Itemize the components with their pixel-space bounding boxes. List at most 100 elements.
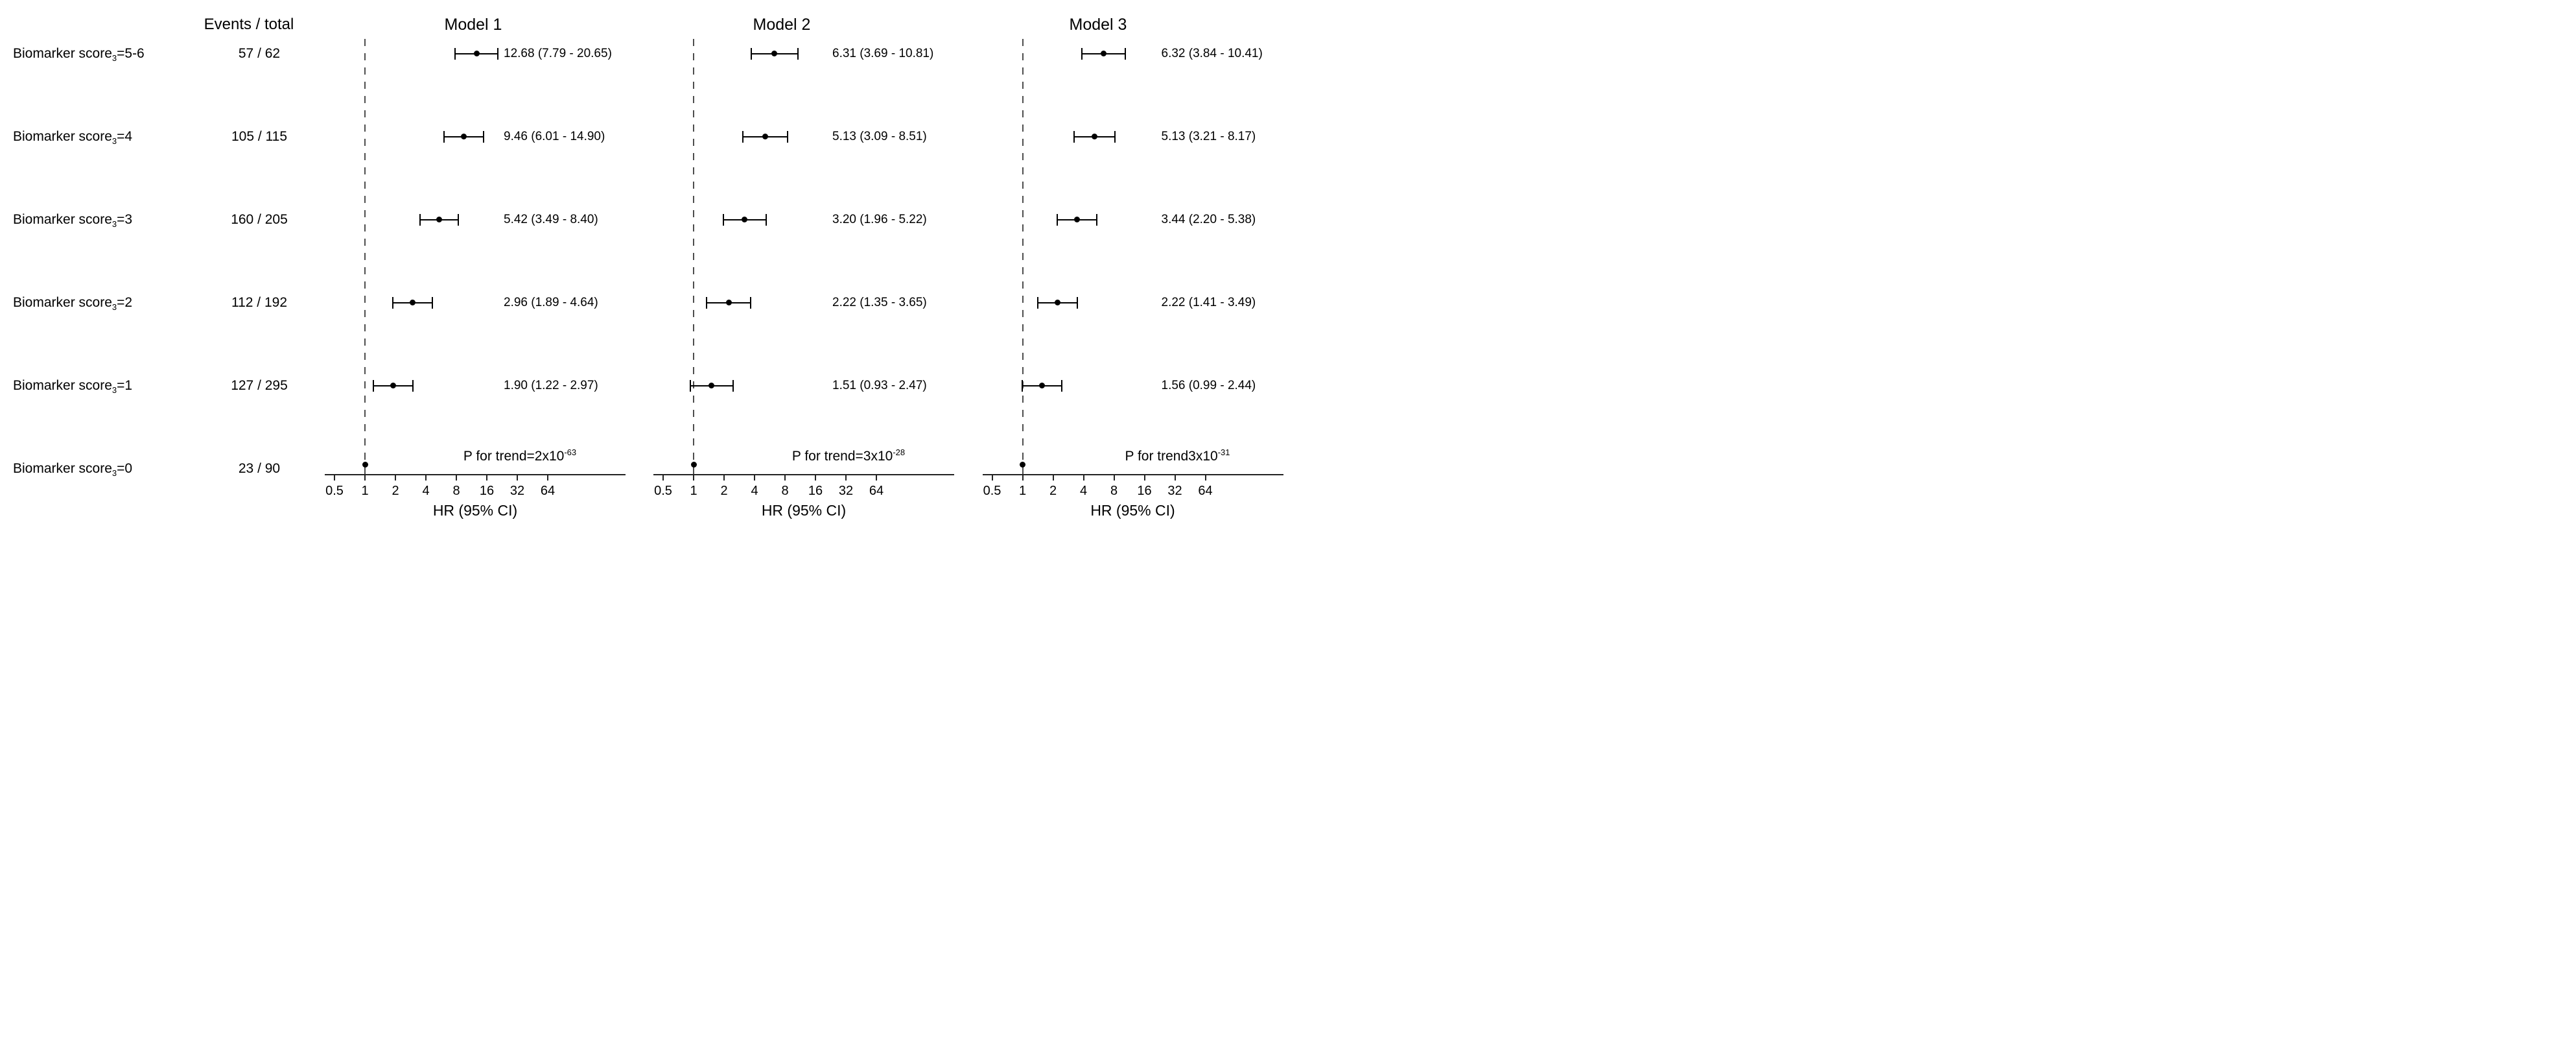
x-axis-tick-label: 32 xyxy=(509,484,525,498)
row-label-base: Biomarker score xyxy=(13,211,112,227)
x-axis-tick xyxy=(1143,475,1145,481)
p-for-trend-text: P for trend=2x10-63 xyxy=(463,447,576,466)
ci-upper-whisker-cap xyxy=(432,296,434,309)
row-label-level: =3 xyxy=(117,211,133,227)
x-axis-tick xyxy=(754,475,755,481)
ci-lower-whisker-cap xyxy=(1036,296,1038,309)
hr-ci-value-text: 6.31 (3.69 - 10.81) xyxy=(832,46,934,60)
ci-lower-whisker-cap xyxy=(706,296,708,309)
x-axis-tick-label: 1 xyxy=(361,484,369,498)
row-label-subscript: 3 xyxy=(111,219,117,229)
model-header: Model 2 xyxy=(753,16,811,34)
hr-ci-value-text: 3.20 (1.96 - 5.22) xyxy=(832,212,927,226)
x-axis-tick xyxy=(364,475,366,481)
reference-point xyxy=(1020,461,1025,468)
ci-upper-whisker-cap xyxy=(1114,130,1116,143)
reference-dashed-line xyxy=(1022,39,1024,474)
x-axis-tick xyxy=(425,475,427,481)
ci-upper-whisker-cap xyxy=(483,130,485,143)
x-axis-tick-label: 0.5 xyxy=(654,484,672,498)
x-axis-tick-label: 64 xyxy=(540,484,556,498)
x-axis-tick xyxy=(784,475,786,481)
reference-point xyxy=(362,461,368,468)
ci-lower-whisker-cap xyxy=(373,379,375,392)
x-axis-tick xyxy=(486,475,487,481)
ci-lower-whisker-cap xyxy=(742,130,744,143)
x-axis-tick-label: 4 xyxy=(422,484,430,498)
events-total-column-header: Events / total xyxy=(204,16,294,33)
row-label: Biomarker score3=2 xyxy=(13,294,132,313)
point-estimate-marker xyxy=(1073,217,1080,222)
row-label: Biomarker score3=3 xyxy=(13,211,132,230)
row-label-base: Biomarker score xyxy=(13,460,112,476)
x-axis-tick-label: 2 xyxy=(720,484,728,498)
ci-upper-whisker-cap xyxy=(766,213,767,226)
row-label-level: =1 xyxy=(117,377,133,393)
ci-lower-whisker-cap xyxy=(1056,213,1058,226)
x-axis-tick-label: 32 xyxy=(1167,484,1182,498)
row-label-subscript: 3 xyxy=(111,136,117,146)
x-axis-tick xyxy=(876,475,877,481)
ci-upper-whisker-cap xyxy=(1077,296,1079,309)
ci-lower-whisker-cap xyxy=(1073,130,1075,143)
point-estimate-marker xyxy=(762,134,769,139)
point-estimate-marker xyxy=(708,383,715,388)
hr-ci-value-text: 2.22 (1.35 - 3.65) xyxy=(832,295,927,309)
forest-plot-figure: Events / total Biomarker score3=5-6 57 / … xyxy=(0,0,1288,528)
hr-ci-value-text: 1.51 (0.93 - 2.47) xyxy=(832,378,927,392)
x-axis-tick xyxy=(1204,475,1206,481)
x-axis-tick xyxy=(815,475,816,481)
x-axis-tick-label: 32 xyxy=(838,484,854,498)
row-label-base: Biomarker score xyxy=(13,128,112,144)
events-total-value: 105 / 115 xyxy=(231,128,288,144)
x-axis-tick xyxy=(517,475,518,481)
model-header: Model 1 xyxy=(444,16,502,34)
reference-dashed-line xyxy=(693,39,694,474)
x-axis-tick xyxy=(662,475,664,481)
x-axis-tick xyxy=(456,475,457,481)
row-label-subscript: 3 xyxy=(111,468,117,478)
ci-upper-whisker-cap xyxy=(787,130,789,143)
row-label-base: Biomarker score xyxy=(13,294,112,310)
row-label: Biomarker score3=1 xyxy=(13,377,132,396)
x-axis-tick-label: 16 xyxy=(479,484,495,498)
x-axis-title: HR (95% CI) xyxy=(761,502,847,519)
ci-lower-whisker-cap xyxy=(750,47,752,60)
ci-lower-whisker-cap xyxy=(454,47,456,60)
ci-upper-whisker-cap xyxy=(458,213,460,226)
hr-ci-value-text: 3.44 (2.20 - 5.38) xyxy=(1161,212,1256,226)
row-label: Biomarker score3=5-6 xyxy=(13,45,145,64)
row-label-level: =5-6 xyxy=(117,45,145,61)
ci-upper-whisker-cap xyxy=(497,47,499,60)
events-total-value: 127 / 295 xyxy=(231,377,288,393)
row-label-level: =4 xyxy=(117,128,133,144)
p-for-trend-text: P for trend=3x10-28 xyxy=(792,447,906,466)
x-axis-tick xyxy=(1083,475,1084,481)
hr-ci-value-text: 1.90 (1.22 - 2.97) xyxy=(504,378,598,392)
p-for-trend-base: P for trend=2x10 xyxy=(463,449,565,464)
x-axis-tick xyxy=(991,475,993,481)
x-axis-tick-label: 16 xyxy=(808,484,823,498)
ci-upper-whisker-cap xyxy=(1060,379,1062,392)
p-for-trend-exponent: -28 xyxy=(893,447,906,457)
row-label-base: Biomarker score xyxy=(13,45,112,61)
x-axis-tick xyxy=(395,475,396,481)
x-axis-tick-label: 2 xyxy=(392,484,399,498)
point-estimate-marker xyxy=(410,300,416,305)
point-estimate-marker xyxy=(725,300,732,305)
ci-lower-whisker-cap xyxy=(1081,47,1083,60)
x-axis-tick xyxy=(547,475,548,481)
x-axis-tick xyxy=(334,475,335,481)
x-axis-tick-label: 0.5 xyxy=(983,484,1001,498)
events-total-value: 160 / 205 xyxy=(231,211,288,227)
point-estimate-marker xyxy=(1055,300,1061,305)
ci-lower-whisker-cap xyxy=(1021,379,1023,392)
reference-dashed-line xyxy=(364,39,366,474)
ci-lower-whisker-cap xyxy=(722,213,724,226)
events-total-value: 23 / 90 xyxy=(238,460,281,476)
point-estimate-marker xyxy=(436,217,443,222)
x-axis-tick-label: 1 xyxy=(690,484,697,498)
x-axis-tick xyxy=(1022,475,1024,481)
row-label-level: =0 xyxy=(117,460,133,476)
x-axis-tick-label: 1 xyxy=(1018,484,1027,498)
